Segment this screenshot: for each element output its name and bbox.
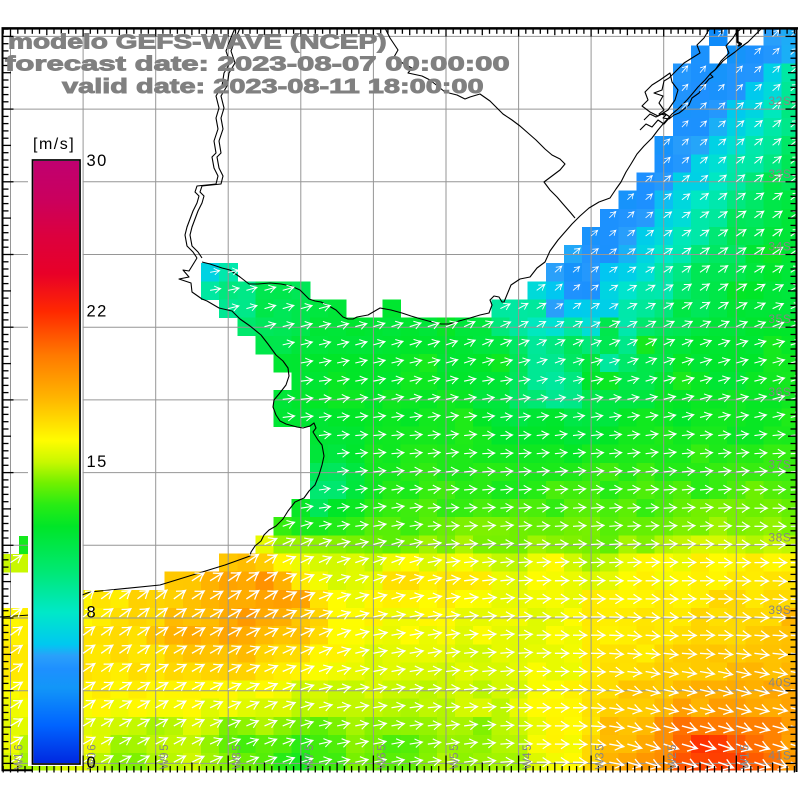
svg-text:37S: 37S bbox=[768, 458, 791, 472]
svg-text:W: W bbox=[159, 758, 171, 769]
svg-text:0: 0 bbox=[86, 752, 98, 758]
svg-text:5: 5 bbox=[159, 744, 171, 750]
svg-text:5: 5 bbox=[231, 744, 243, 750]
svg-text:W: W bbox=[304, 758, 316, 769]
svg-text:5: 5 bbox=[740, 744, 752, 750]
svg-text:7: 7 bbox=[304, 752, 316, 758]
svg-text:36S: 36S bbox=[768, 385, 791, 399]
svg-text:9: 9 bbox=[159, 752, 171, 758]
svg-text:[m/s]: [m/s] bbox=[33, 136, 75, 153]
svg-text:5: 5 bbox=[594, 744, 606, 750]
svg-text:W: W bbox=[14, 758, 26, 769]
svg-text:38S: 38S bbox=[768, 530, 791, 544]
svg-text:forecast date: 2023-08-07 00:0: forecast date: 2023-08-07 00:00:00 bbox=[5, 52, 510, 75]
svg-text:5: 5 bbox=[377, 744, 389, 750]
svg-text:8: 8 bbox=[231, 752, 243, 758]
svg-text:W: W bbox=[231, 758, 243, 769]
svg-text:5: 5 bbox=[522, 744, 534, 750]
svg-text:30: 30 bbox=[87, 152, 108, 170]
svg-text:22: 22 bbox=[87, 303, 108, 321]
svg-text:34S: 34S bbox=[768, 240, 791, 254]
svg-text:6: 6 bbox=[377, 752, 389, 758]
svg-text:W: W bbox=[740, 758, 752, 769]
svg-text:33S: 33S bbox=[768, 167, 791, 181]
svg-text:40S: 40S bbox=[768, 676, 791, 690]
svg-text:1: 1 bbox=[14, 752, 26, 758]
svg-text:valid date: 2023-08-11 18:00:0: valid date: 2023-08-11 18:00:00 bbox=[62, 75, 484, 98]
svg-text:39S: 39S bbox=[768, 603, 791, 617]
svg-text:0: 0 bbox=[87, 754, 98, 772]
svg-text:35S: 35S bbox=[768, 312, 791, 326]
svg-text:W: W bbox=[377, 758, 389, 769]
svg-text:5: 5 bbox=[449, 752, 461, 758]
svg-text:4: 4 bbox=[522, 752, 534, 759]
svg-text:41S: 41S bbox=[768, 748, 791, 762]
svg-text:5: 5 bbox=[667, 744, 679, 750]
svg-text:8: 8 bbox=[87, 604, 98, 622]
svg-text:W: W bbox=[594, 758, 606, 769]
svg-text:6: 6 bbox=[14, 744, 26, 750]
svg-text:W: W bbox=[667, 758, 679, 769]
svg-text:2: 2 bbox=[667, 752, 679, 758]
svg-text:W: W bbox=[86, 758, 98, 769]
svg-text:3: 3 bbox=[594, 752, 606, 758]
svg-text:modelo GEFS-WAVE (NCEP): modelo GEFS-WAVE (NCEP) bbox=[8, 31, 387, 54]
svg-text:5: 5 bbox=[449, 744, 461, 750]
svg-text:W: W bbox=[522, 758, 534, 769]
svg-text:32S: 32S bbox=[768, 94, 791, 108]
svg-text:6: 6 bbox=[86, 744, 98, 750]
svg-text:W: W bbox=[449, 758, 461, 769]
svg-text:1: 1 bbox=[740, 752, 752, 758]
svg-text:5: 5 bbox=[304, 744, 316, 750]
svg-text:15: 15 bbox=[87, 453, 108, 471]
